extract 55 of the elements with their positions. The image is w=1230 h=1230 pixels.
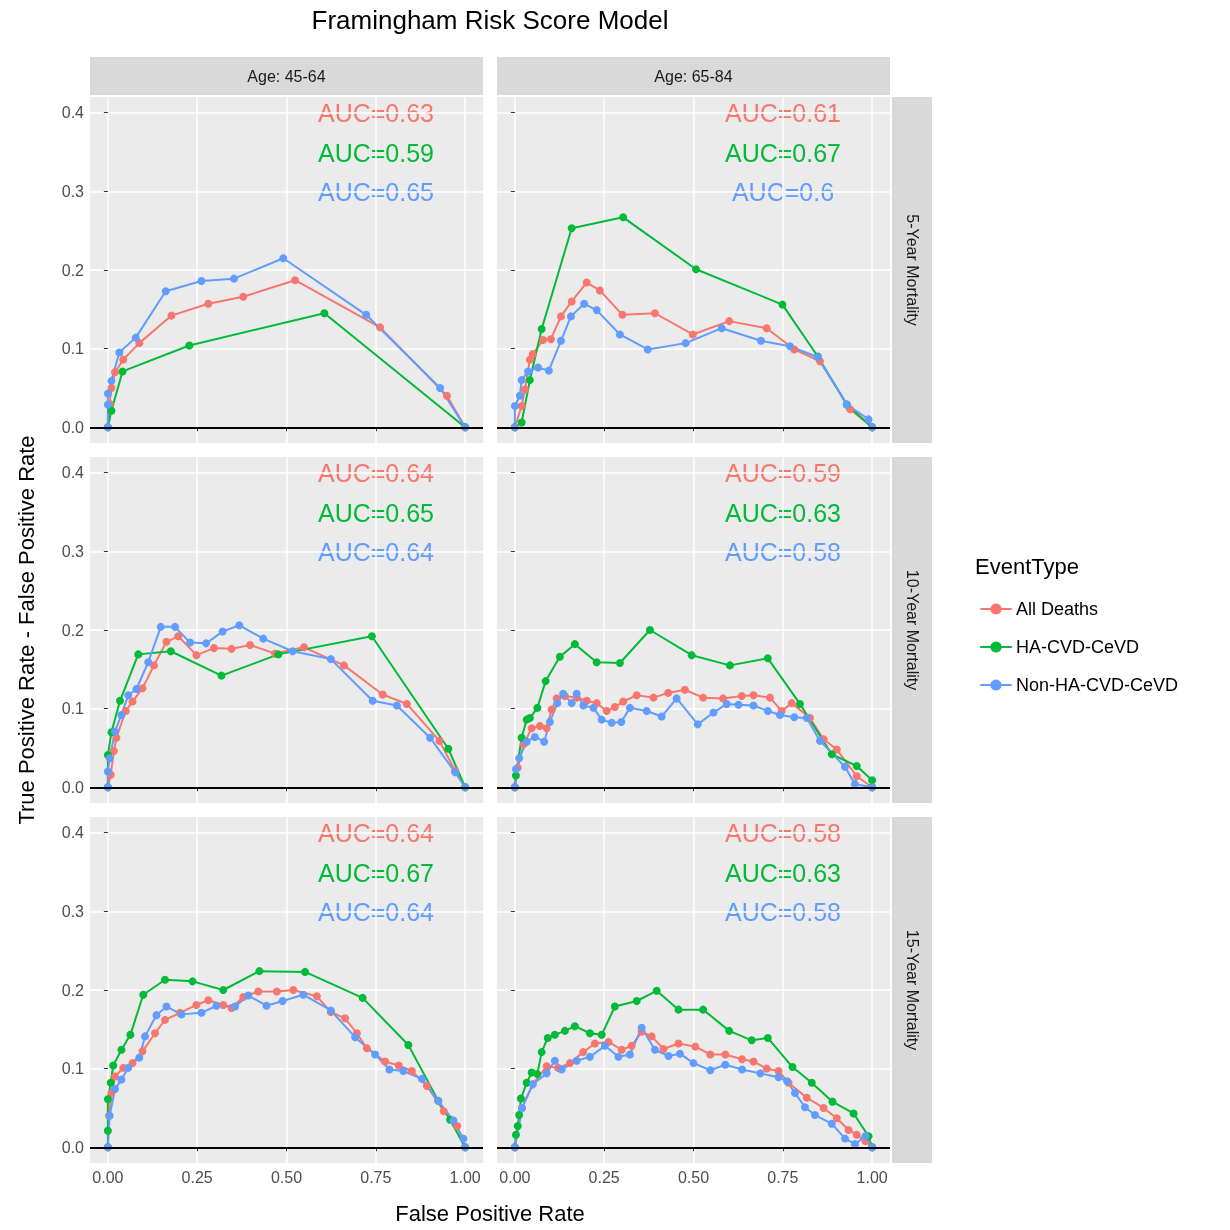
legend-label: HA-CVD-CeVD	[1016, 637, 1140, 657]
x-tick-label: 0.25	[181, 1168, 213, 1186]
chart-subtitle: Age: 45-64	[247, 67, 326, 85]
x-tick-label: 1.00	[449, 1168, 481, 1186]
y-tick-label: 0.1	[61, 1060, 85, 1078]
x-tick-label: 0.50	[677, 1168, 710, 1186]
y-tick-label: 0.2	[61, 981, 85, 999]
y-tick-label: 0.4	[61, 824, 85, 842]
y-tick-label: 0.0	[61, 418, 85, 436]
legend-title: EventType	[975, 553, 1079, 579]
y-tick-label: 0.2	[61, 621, 85, 639]
y-axis-title: True Positive Rate - False Positive Rate	[14, 435, 40, 825]
annotation: AUC=0.58	[724, 819, 842, 847]
legend-label: Non-HA-CVD-CeVD	[1016, 675, 1179, 695]
annotation: AUC=0.63	[724, 858, 842, 887]
y-tick-label: 0.4	[61, 104, 85, 122]
x-tick-label: 0.75	[360, 1168, 392, 1186]
x-tick-label: 0.75	[767, 1168, 799, 1186]
chart-subtitle: Age: 65-84	[654, 67, 733, 85]
annotation: AUC=0.58	[724, 538, 842, 566]
annotation: AUC=0.64	[317, 898, 435, 926]
y-tick-label: 0.4	[61, 464, 85, 482]
x-tick-label: 0.25	[588, 1168, 620, 1186]
annotation: AUC=0.64	[317, 459, 435, 487]
y2-axis-title: 5-Year Mortality	[903, 214, 921, 326]
annotation: AUC=0.65	[317, 178, 435, 206]
x-tick-label: 0.00	[499, 1168, 531, 1186]
y-tick-label: 0.3	[61, 902, 85, 920]
annotation: AUC=0.67	[317, 858, 435, 887]
annotation: AUC=0.59	[317, 138, 435, 167]
annotation: AUC=0.63	[724, 498, 842, 527]
annotation: AUC=0.58	[724, 898, 842, 926]
y-tick-label: 0.0	[61, 1138, 85, 1156]
annotation: AUC=0.63	[317, 99, 435, 127]
annotation: AUC=0.64	[317, 819, 435, 847]
y-tick-label: 0.0	[61, 778, 85, 796]
y2-axis-title: 15-Year Mortality	[903, 929, 921, 1051]
y2-axis-title: 10-Year Mortality	[903, 569, 921, 691]
annotation: AUC=0.65	[317, 498, 435, 527]
legend-label: All Deaths	[1016, 599, 1099, 619]
annotation: AUC=0.67	[724, 138, 842, 167]
annotation: AUC=0.61	[724, 99, 842, 127]
x-axis-title: False Positive Rate	[395, 1201, 585, 1227]
y-tick-label: 0.3	[61, 542, 85, 560]
x-tick-label: 1.00	[856, 1168, 888, 1186]
y-tick-label: 0.3	[61, 182, 85, 200]
y-tick-label: 0.2	[61, 261, 85, 279]
x-tick-label: 0.00	[92, 1168, 124, 1186]
y-tick-label: 0.1	[61, 340, 85, 358]
x-tick-label: 0.50	[270, 1168, 303, 1186]
annotation: AUC=0.64	[317, 538, 435, 566]
y-tick-label: 0.1	[61, 700, 85, 718]
chart-title: Framingham Risk Score Model	[311, 4, 669, 36]
annotation: AUC=0.59	[724, 459, 842, 487]
annotation: AUC=0.6	[731, 178, 835, 206]
